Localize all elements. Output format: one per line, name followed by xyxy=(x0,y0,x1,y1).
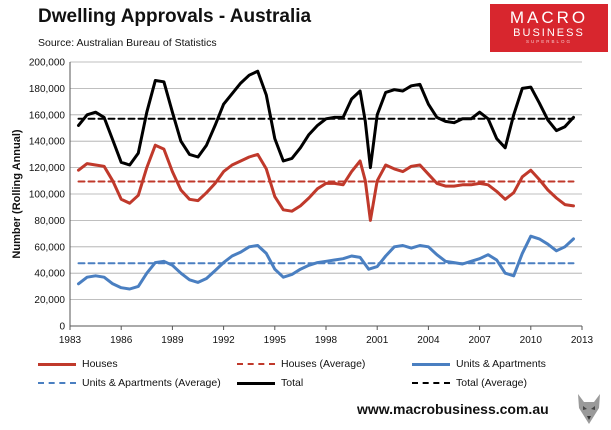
x-tick-label: 2007 xyxy=(468,335,491,346)
x-tick-label: 1992 xyxy=(212,335,235,346)
website-url: www.macrobusiness.com.au xyxy=(357,401,549,417)
source-note: Source: Australian Bureau of Statistics xyxy=(38,37,217,49)
x-tick-label: 2004 xyxy=(417,335,440,346)
y-tick-label: 60,000 xyxy=(34,242,65,253)
legend-item-units: Units & Apartments xyxy=(412,358,546,370)
legend-label: Units & Apartments (Average) xyxy=(82,377,221,389)
y-tick-label: 20,000 xyxy=(34,295,65,306)
wolf-logo-icon xyxy=(578,394,600,424)
x-tick-label: 1998 xyxy=(315,335,338,346)
x-tick-label: 2001 xyxy=(366,335,389,346)
x-tick-label: 1986 xyxy=(110,335,133,346)
legend-swatch xyxy=(237,363,275,365)
y-tick-label: 200,000 xyxy=(29,58,66,69)
y-tick-label: 160,000 xyxy=(29,110,66,121)
page-title: Dwelling Approvals - Australia xyxy=(38,6,312,27)
macrobusiness-logo: MACRO BUSINESS SUPERBLOG xyxy=(490,4,608,52)
y-axis-label: Number (Rolling Annual) xyxy=(11,129,23,258)
series-line-total xyxy=(77,69,575,170)
legend-label: Total (Average) xyxy=(456,377,528,389)
y-tick-label: 0 xyxy=(59,322,65,333)
legend-swatch xyxy=(237,381,275,385)
logo-line-1: MACRO xyxy=(509,8,589,27)
x-tick-label: 2010 xyxy=(520,335,543,346)
series-line-houses xyxy=(77,143,575,222)
x-tick-label: 2013 xyxy=(571,335,594,346)
y-tick-label: 100,000 xyxy=(29,190,66,201)
legend-item-total: Total xyxy=(237,377,303,389)
legend-swatch xyxy=(38,382,76,384)
legend-item-houses-average: Houses (Average) xyxy=(237,358,365,370)
legend-swatch xyxy=(412,382,450,384)
legend-swatch xyxy=(412,362,450,366)
legend-item-total-average: Total (Average) xyxy=(412,377,527,389)
legend-label: Houses (Average) xyxy=(281,358,366,370)
logo-line-2: BUSINESS xyxy=(513,27,585,39)
y-tick-label: 120,000 xyxy=(29,163,66,174)
legend-swatch xyxy=(38,362,76,366)
legend-label: Total xyxy=(281,377,304,389)
legend-label: Houses xyxy=(82,358,118,370)
x-tick-label: 1989 xyxy=(161,335,184,346)
legend-item-houses: Houses xyxy=(38,358,118,370)
y-tick-label: 140,000 xyxy=(29,137,66,148)
y-tick-label: 40,000 xyxy=(34,269,65,280)
legend-label: Units & Apartments xyxy=(456,358,546,370)
series-line-units-apartments xyxy=(77,234,575,291)
y-tick-label: 80,000 xyxy=(34,216,65,227)
legend-item-units-average: Units & Apartments (Average) xyxy=(38,377,221,389)
x-tick-label: 1995 xyxy=(264,335,287,346)
y-tick-label: 180,000 xyxy=(29,84,66,95)
logo-line-3: SUPERBLOG xyxy=(525,39,572,44)
x-tick-label: 1983 xyxy=(59,335,82,346)
